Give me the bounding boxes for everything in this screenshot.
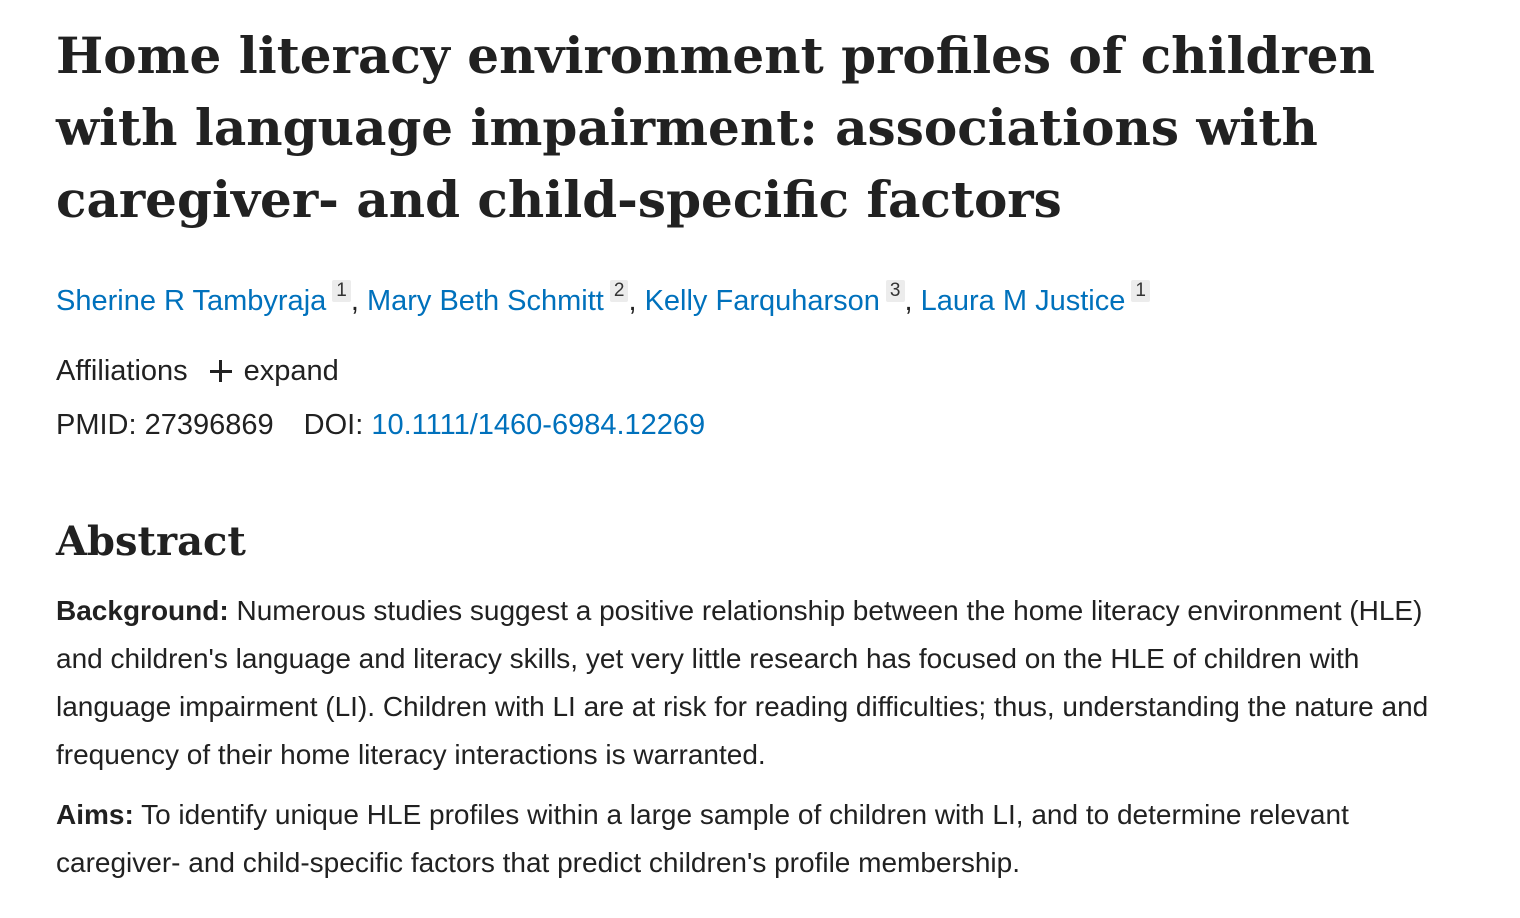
- author-list: Sherine R Tambyraja 1, Mary Beth Schmitt 2…: [56, 280, 1496, 321]
- affiliation-number[interactable]: 1: [1131, 280, 1150, 302]
- abstract-section-text: Numerous studies suggest a positive rela…: [56, 595, 1429, 770]
- author-link[interactable]: Kelly Farquharson: [644, 285, 880, 317]
- author-separator: ,: [904, 285, 913, 317]
- affiliation-number[interactable]: 1: [332, 280, 351, 302]
- expand-affiliations-button[interactable]: expand: [209, 351, 339, 391]
- pmid-label: PMID:: [56, 409, 137, 441]
- affiliations-row: Affiliations expand: [56, 351, 1496, 391]
- affiliation-number[interactable]: 3: [885, 280, 905, 302]
- affiliations-label: Affiliations: [56, 355, 188, 387]
- abstract-section-label: Aims:: [56, 799, 134, 830]
- author-separator: ,: [350, 285, 359, 317]
- article-title: Home literacy environment profiles of ch…: [56, 26, 1375, 229]
- abstract-section-text: To identify unique HLE profiles within a…: [56, 799, 1349, 878]
- author-link[interactable]: Laura M Justice: [920, 285, 1126, 317]
- pmid-value: 27396869: [144, 409, 274, 441]
- plus-icon: [209, 360, 232, 382]
- abstract-paragraph-background: Background: Numerous studies suggest a p…: [56, 587, 1476, 779]
- expand-label: expand: [243, 355, 339, 387]
- author-separator: ,: [628, 285, 637, 317]
- abstract-section-label: Background:: [56, 595, 229, 626]
- doi-label: DOI:: [303, 409, 364, 441]
- doi-link[interactable]: 10.1111/1460-6984.12269: [371, 409, 706, 441]
- author-link[interactable]: Sherine R Tambyraja: [56, 285, 327, 317]
- article: Home literacy environment profiles of ch…: [56, 0, 1496, 887]
- affiliation-number[interactable]: 2: [609, 280, 629, 302]
- author-link[interactable]: Mary Beth Schmitt: [366, 285, 604, 317]
- identifiers: PMID: 27396869 DOI: 10.1111/1460-6984.122…: [56, 405, 1496, 445]
- abstract-heading: Abstract: [56, 518, 246, 565]
- abstract-paragraph-aims: Aims: To identify unique HLE profiles wi…: [56, 791, 1476, 887]
